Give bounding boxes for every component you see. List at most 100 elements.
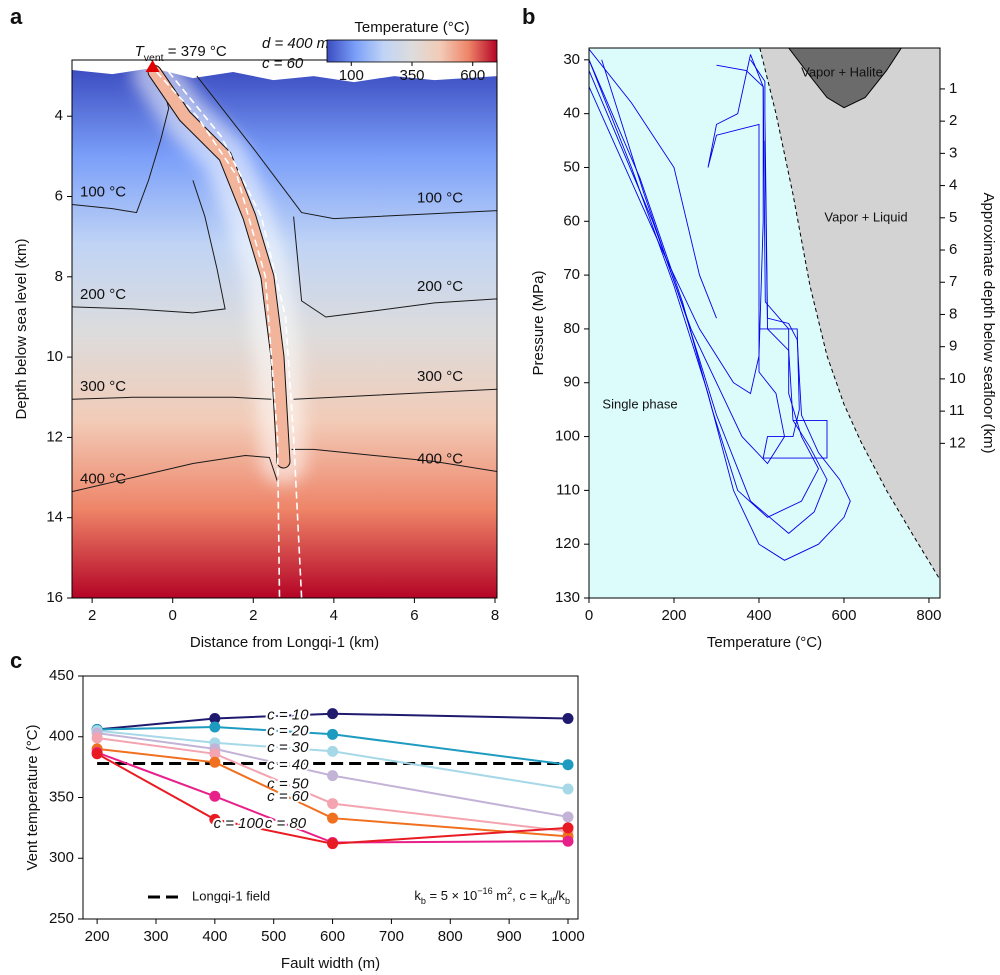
series-line: [96, 752, 569, 845]
pt-trajectory: [589, 64, 764, 395]
y-tick-label: 4: [55, 107, 63, 124]
contour-line: [72, 180, 226, 314]
data-point: [327, 838, 339, 850]
annotation: d = 400 m: [262, 35, 329, 52]
colorbar-tick-label: 350: [399, 67, 424, 84]
y2-tick-label: 9: [949, 338, 957, 355]
y-tick-label: 400: [49, 728, 74, 745]
x-tick-label: 0: [169, 607, 177, 624]
y2-tick-label: 7: [949, 273, 957, 290]
phase-region: [788, 48, 902, 108]
y-tick-label: 10: [46, 348, 63, 365]
contour-label: 100 °C: [80, 184, 126, 201]
data-point: [327, 770, 339, 782]
text-part: vent: [144, 52, 164, 64]
panel-a: 100 °C 100 °C 200 °C 200 °C 300 °C 300 °C 400 …: [10, 4, 499, 651]
y-tick-label: 300: [49, 849, 74, 866]
series-label: c = 10: [267, 706, 309, 723]
y-tick-label: 80: [563, 320, 580, 337]
text-part: 2: [507, 886, 512, 896]
fault-boundary: [156, 71, 281, 598]
x-tick-label: 2: [88, 607, 96, 624]
y-tick-label: 14: [46, 509, 63, 526]
contour-label: 400 °C: [80, 471, 126, 488]
y2-axis-label: Approximate depth below seafloor (km): [980, 193, 997, 454]
y-tick-label: 120: [555, 535, 580, 552]
y-tick-label: 70: [563, 266, 580, 283]
data-point: [327, 708, 339, 720]
x-tick-label: 600: [320, 928, 345, 945]
text-part: T: [135, 43, 146, 60]
x-tick-label: 200: [661, 607, 686, 624]
text-part: m: [493, 888, 507, 903]
data-point: [327, 798, 339, 810]
y-axis-label: Depth below sea level (km): [13, 239, 30, 420]
x-tick-label: 300: [143, 928, 168, 945]
x-tick-label: 6: [410, 607, 418, 624]
x-tick-label: 400: [746, 607, 771, 624]
y-tick-label: 350: [49, 788, 74, 805]
x-tick-label: 800: [916, 607, 941, 624]
data-point: [91, 748, 103, 760]
panel-label: c: [10, 648, 22, 673]
contour-line: [196, 75, 497, 220]
x-axis-label: Distance from Longqi-1 (km): [190, 634, 379, 651]
x-tick-label: 600: [831, 607, 856, 624]
colorbar-tick-label: 600: [460, 67, 485, 84]
contour-label: 400 °C: [417, 450, 463, 467]
text-part: b: [565, 896, 570, 906]
pt-trajectory: [601, 59, 828, 534]
contour-line: [291, 448, 497, 472]
text-part: , c = k: [512, 888, 548, 903]
y2-tick-label: 12: [949, 434, 966, 451]
x-tick-label: 1000: [551, 928, 584, 945]
text-part: df: [547, 896, 555, 906]
y-tick-label: 12: [46, 428, 63, 445]
y2-tick-label: 1: [949, 80, 957, 97]
text-part: k: [414, 888, 421, 903]
y-tick-label: 90: [563, 374, 580, 391]
contour-label: 300 °C: [417, 368, 463, 385]
data-point: [209, 790, 221, 802]
data-point: [327, 745, 339, 757]
data-point: [562, 835, 574, 847]
contour-line: [72, 454, 278, 493]
data-point: [91, 732, 103, 744]
y-axis-label: Pressure (MPa): [530, 270, 547, 375]
data-point: [562, 822, 574, 834]
plot-frame: [588, 47, 941, 599]
y-axis-label: Vent temperature (°C): [24, 724, 41, 870]
data-point: [562, 713, 574, 725]
series-line: [96, 747, 569, 838]
fault-boundary: [168, 71, 303, 598]
data-point: [562, 783, 574, 795]
series-line: [96, 737, 569, 833]
y-tick-label: 16: [46, 589, 63, 606]
x-tick-label: 0: [585, 607, 593, 624]
annotation: c = 60: [262, 55, 304, 72]
text-part: /k: [555, 888, 566, 903]
phase-boundary: [788, 48, 902, 109]
data-point: [209, 813, 221, 825]
colorbar: [326, 39, 498, 63]
y2-tick-label: 3: [949, 144, 957, 161]
contour-label: 300 °C: [80, 378, 126, 395]
x-tick-label: 400: [202, 928, 227, 945]
x-tick-label: 8: [491, 607, 499, 624]
y-tick-label: 130: [555, 589, 580, 606]
series-line: [96, 732, 569, 818]
y-tick-label: 110: [556, 481, 580, 498]
x-tick-label: 500: [261, 928, 286, 945]
x-axis-label: Fault width (m): [281, 955, 380, 972]
data-point: [209, 721, 221, 733]
vent-label: Tvent = 379 °C: [135, 43, 227, 64]
series-line: [96, 751, 569, 844]
series-label: c = 40: [267, 756, 309, 773]
x-tick-label: 2: [249, 607, 257, 624]
x-tick-label: 800: [438, 928, 463, 945]
pt-trajectory: [589, 48, 717, 319]
contour-label: 200 °C: [80, 286, 126, 303]
text-part: = 5 × 10: [426, 888, 477, 903]
pt-trajectory: [759, 328, 828, 459]
text-part: b: [421, 896, 426, 906]
